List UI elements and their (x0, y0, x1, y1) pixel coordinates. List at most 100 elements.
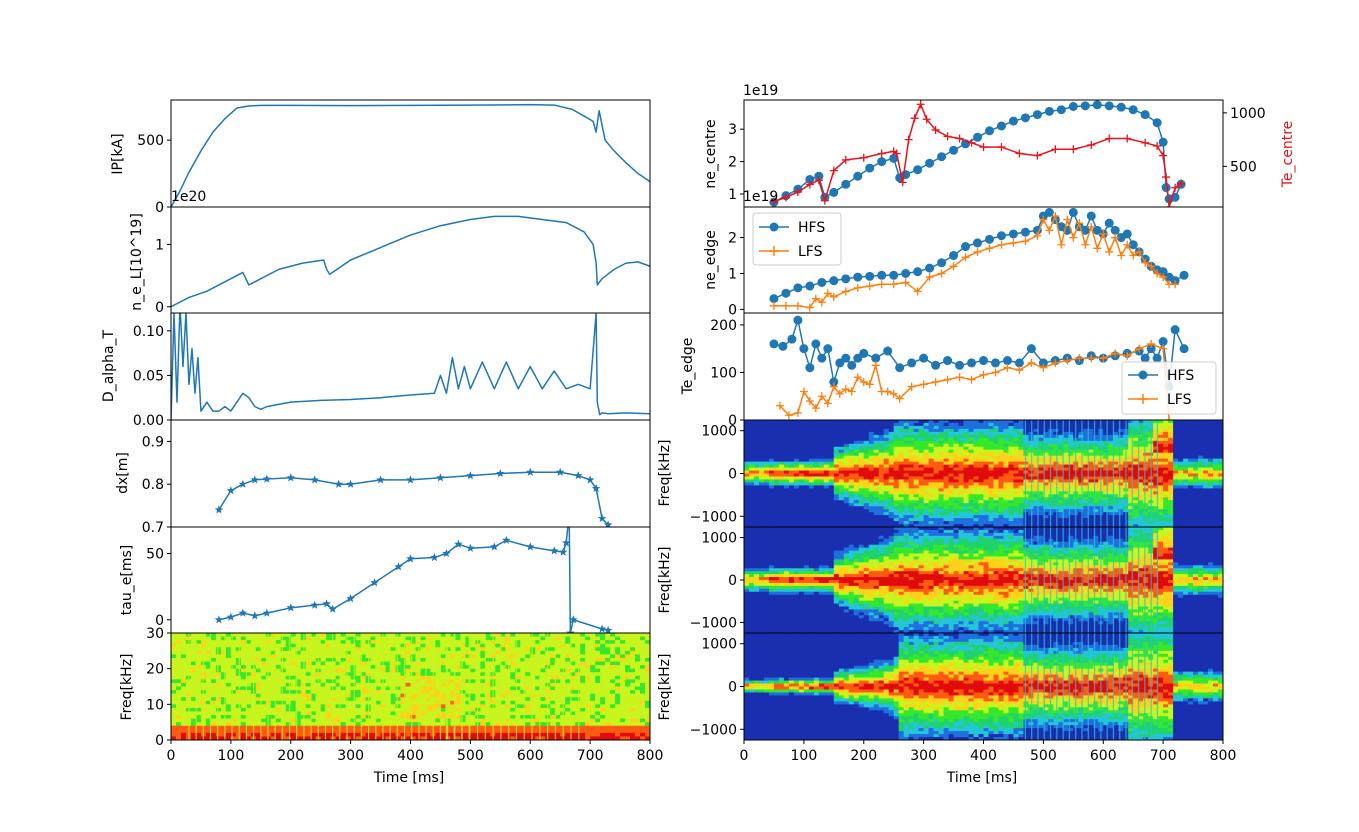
spectrogram-cell (275, 633, 282, 637)
spectrogram-cell (275, 697, 282, 702)
spectrogram-cell (370, 715, 376, 719)
spectrogram-cell (580, 650, 586, 655)
spectrogram-cell (888, 524, 895, 527)
spectrogram-cell (783, 440, 790, 445)
spectrogram-cell (793, 425, 800, 430)
spectrogram-cell (570, 661, 576, 666)
spectrogram-cell (595, 707, 601, 712)
spectrogram-cell (953, 431, 959, 436)
spectrogram-cell (245, 700, 252, 705)
spectrogram-cell (285, 675, 292, 680)
data-point (1009, 238, 1018, 247)
spectrogram-cell (753, 500, 760, 504)
spectrogram-cell (435, 654, 441, 659)
spectrogram-cell (758, 449, 765, 454)
spectrogram-cell (863, 425, 870, 430)
spectrogram-cell (480, 640, 486, 645)
spectrogram-cell (465, 704, 471, 709)
spectrogram-cell (873, 452, 880, 457)
spectrogram-cell (515, 650, 521, 655)
spectrogram-cell (908, 485, 915, 489)
spectrogram-cell (615, 665, 621, 670)
spectrogram-cell (748, 482, 755, 486)
spectrogram-cell (788, 464, 795, 468)
spectrogram-cell (828, 464, 835, 468)
spectrogram-cell (295, 690, 302, 695)
spectrogram-cell (245, 665, 252, 670)
spectrogram-cell (963, 458, 969, 463)
spectrogram-cell (535, 711, 541, 716)
spectrogram-cell (420, 668, 426, 673)
spectrogram-cell (395, 693, 401, 698)
data-point (1159, 344, 1168, 353)
spectrogram-cell (335, 657, 342, 662)
spectrogram-cell (305, 661, 312, 666)
spectrogram-cell (838, 452, 845, 457)
spectrogram-cell (435, 672, 441, 677)
data-point (769, 294, 779, 304)
spectrogram-cell (853, 443, 860, 448)
spectrogram-cell (888, 452, 895, 457)
spectrogram-cell (848, 473, 855, 477)
spectrogram-cell (744, 449, 750, 454)
spectrogram-cell (620, 718, 626, 723)
spectrogram-cell (485, 657, 491, 662)
spectrogram-cell (530, 707, 536, 712)
data-point (853, 373, 862, 382)
spectrogram-cell (495, 697, 501, 702)
spectrogram-cell (310, 679, 317, 684)
y-tick-label: 1 (155, 237, 164, 253)
spectrogram-cell (335, 707, 342, 712)
spectrogram-cell (878, 509, 885, 513)
spectrogram-cell (410, 707, 416, 712)
data-point (895, 394, 904, 403)
spectrogram-cell (240, 640, 247, 645)
spectrogram-cell (255, 736, 262, 740)
spectrogram-cell (270, 679, 277, 684)
spectrogram-cell (355, 640, 361, 645)
spectrogram-cell (580, 657, 586, 662)
spectrogram-cell (520, 657, 526, 662)
spectrogram-cell (953, 446, 959, 451)
data-point (841, 287, 850, 296)
data-point (496, 469, 505, 478)
series-line-lfs (773, 215, 1176, 309)
spectrogram-cell (753, 518, 760, 522)
spectrogram-cell (410, 690, 416, 695)
spectrogram-cell (485, 654, 491, 659)
spectrogram-cell (580, 715, 586, 719)
data-point (1075, 219, 1084, 228)
spectrogram-cell (470, 643, 476, 648)
spectrogram-cell (280, 704, 287, 709)
spectrogram-cell (948, 428, 954, 433)
spectrogram-cell (933, 431, 939, 436)
spectrogram-cell (788, 509, 795, 513)
spectrogram-cell (530, 725, 536, 730)
spectrogram-cell (595, 682, 601, 687)
spectrogram-cell (803, 479, 810, 483)
spectrogram-cell (435, 636, 441, 641)
spectrogram-cell (813, 443, 820, 448)
data-point (1123, 134, 1132, 143)
spectrogram-cell (255, 650, 262, 655)
spectrogram-cell (395, 725, 401, 730)
spectrogram-cell (818, 431, 825, 436)
data-point (322, 599, 331, 608)
spectrogram-cell (275, 736, 282, 740)
spectrogram-cell (803, 431, 810, 436)
spectrogram-cell (570, 654, 576, 659)
spectrogram-cell (744, 470, 750, 474)
panel-taue: 050 tau_e[ms] (119, 526, 651, 634)
spectrogram-cell (898, 422, 905, 427)
spectrogram-cell (370, 657, 376, 662)
spectrogram-cell (610, 686, 616, 691)
spectrogram-cell (595, 633, 601, 637)
spectrogram-cell (435, 736, 441, 740)
spectrogram-cell (833, 461, 840, 465)
spectrogram-cell (923, 491, 930, 495)
spectrogram-cell (285, 665, 292, 670)
ylabel-te-edge: Te_edge (680, 338, 696, 396)
spectrogram-cell (818, 455, 825, 460)
spectrogram-cell (823, 521, 830, 525)
spectrogram-cell (590, 686, 596, 691)
